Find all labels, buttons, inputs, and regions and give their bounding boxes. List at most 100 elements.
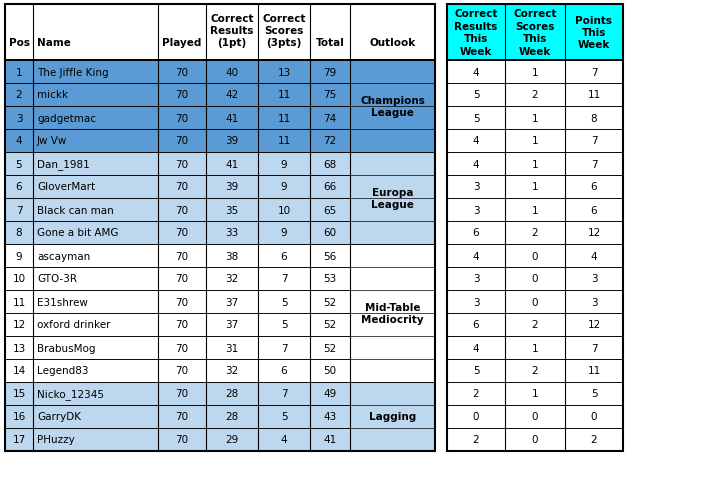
Text: 15: 15 [12, 389, 26, 399]
Text: 39: 39 [225, 136, 238, 146]
Bar [5, 405, 435, 428]
Text: 7: 7 [16, 205, 22, 215]
Text: Name: Name [37, 38, 71, 48]
Bar [447, 313, 623, 336]
Text: 65: 65 [323, 205, 337, 215]
Text: 70: 70 [176, 136, 189, 146]
Text: 0: 0 [532, 251, 539, 261]
Text: 70: 70 [176, 366, 189, 376]
Text: 13: 13 [277, 67, 291, 77]
Text: 9: 9 [281, 159, 287, 169]
Text: Correct
Results
(1pt): Correct Results (1pt) [210, 14, 253, 48]
Bar [447, 336, 623, 359]
Text: Mid-Table
Mediocrity: Mid-Table Mediocrity [361, 302, 424, 325]
Text: 53: 53 [323, 274, 337, 284]
Text: GTO-3R: GTO-3R [37, 274, 77, 284]
Text: 68: 68 [323, 159, 337, 169]
Text: 4: 4 [473, 251, 480, 261]
Text: 6: 6 [473, 228, 480, 238]
Text: Points
This
Week: Points This Week [575, 16, 613, 50]
Text: 4: 4 [16, 136, 22, 146]
Text: GarryDK: GarryDK [37, 412, 81, 422]
Text: Dan_1981: Dan_1981 [37, 159, 90, 170]
Text: 4: 4 [473, 67, 480, 77]
Text: 38: 38 [225, 251, 238, 261]
Text: 70: 70 [176, 159, 189, 169]
Text: 3: 3 [16, 113, 22, 123]
Text: 10: 10 [12, 274, 26, 284]
Text: 17: 17 [12, 435, 26, 444]
Text: 1: 1 [531, 389, 539, 399]
Text: 1: 1 [531, 182, 539, 192]
Text: 7: 7 [590, 67, 598, 77]
Bar [5, 107, 435, 130]
Text: 11: 11 [588, 90, 600, 100]
Bar [447, 244, 623, 268]
Text: BrabusMog: BrabusMog [37, 343, 96, 353]
Bar [447, 268, 623, 291]
Text: Played: Played [162, 38, 202, 48]
Bar [447, 291, 623, 313]
Text: 0: 0 [532, 412, 539, 422]
Bar [350, 244, 435, 382]
Text: 43: 43 [323, 412, 337, 422]
Text: 70: 70 [176, 343, 189, 353]
Text: 72: 72 [323, 136, 337, 146]
Text: 75: 75 [323, 90, 337, 100]
Text: 4: 4 [281, 435, 287, 444]
Text: 12: 12 [12, 320, 26, 330]
Text: 70: 70 [176, 90, 189, 100]
Text: 6: 6 [590, 205, 598, 215]
Text: 3: 3 [473, 205, 480, 215]
Text: 2: 2 [590, 435, 598, 444]
Text: 7: 7 [590, 136, 598, 146]
Text: Champions
League: Champions League [360, 96, 425, 118]
Bar [5, 268, 435, 291]
Text: 70: 70 [176, 67, 189, 77]
Text: 11: 11 [277, 136, 291, 146]
Text: 0: 0 [532, 297, 539, 307]
Bar [447, 405, 623, 428]
Bar [447, 382, 623, 405]
Bar [350, 61, 435, 153]
Bar [5, 382, 435, 405]
Text: 5: 5 [473, 366, 480, 376]
Text: Nicko_12345: Nicko_12345 [37, 388, 104, 399]
Text: 28: 28 [225, 412, 238, 422]
Text: 79: 79 [323, 67, 337, 77]
Text: 7: 7 [281, 389, 287, 399]
Text: 1: 1 [16, 67, 22, 77]
Text: 70: 70 [176, 320, 189, 330]
Bar [5, 359, 435, 382]
Text: 70: 70 [176, 274, 189, 284]
Text: 3: 3 [473, 274, 480, 284]
Bar [447, 153, 623, 176]
Text: 14: 14 [12, 366, 26, 376]
Text: 12: 12 [588, 228, 600, 238]
Text: 1: 1 [531, 113, 539, 123]
Text: 11: 11 [588, 366, 600, 376]
Text: 6: 6 [473, 320, 480, 330]
Text: 2: 2 [531, 228, 539, 238]
Text: 0: 0 [532, 435, 539, 444]
Bar [5, 130, 435, 153]
Text: 1: 1 [531, 343, 539, 353]
Bar [5, 84, 435, 107]
Text: Europa
League: Europa League [371, 187, 414, 210]
Text: 5: 5 [281, 412, 287, 422]
Bar [5, 313, 435, 336]
Text: Jw Vw: Jw Vw [37, 136, 68, 146]
Text: Black can man: Black can man [37, 205, 114, 215]
Text: Correct
Scores
(3pts): Correct Scores (3pts) [262, 14, 306, 48]
Text: 16: 16 [12, 412, 26, 422]
Text: 5: 5 [281, 297, 287, 307]
Text: 70: 70 [176, 251, 189, 261]
Text: Gone a bit AMG: Gone a bit AMG [37, 228, 119, 238]
Text: 60: 60 [323, 228, 336, 238]
Text: 35: 35 [225, 205, 238, 215]
Text: 3: 3 [590, 274, 598, 284]
Bar [447, 221, 623, 244]
Text: Pos: Pos [9, 38, 30, 48]
Text: 2: 2 [473, 389, 480, 399]
Bar [5, 5, 435, 61]
